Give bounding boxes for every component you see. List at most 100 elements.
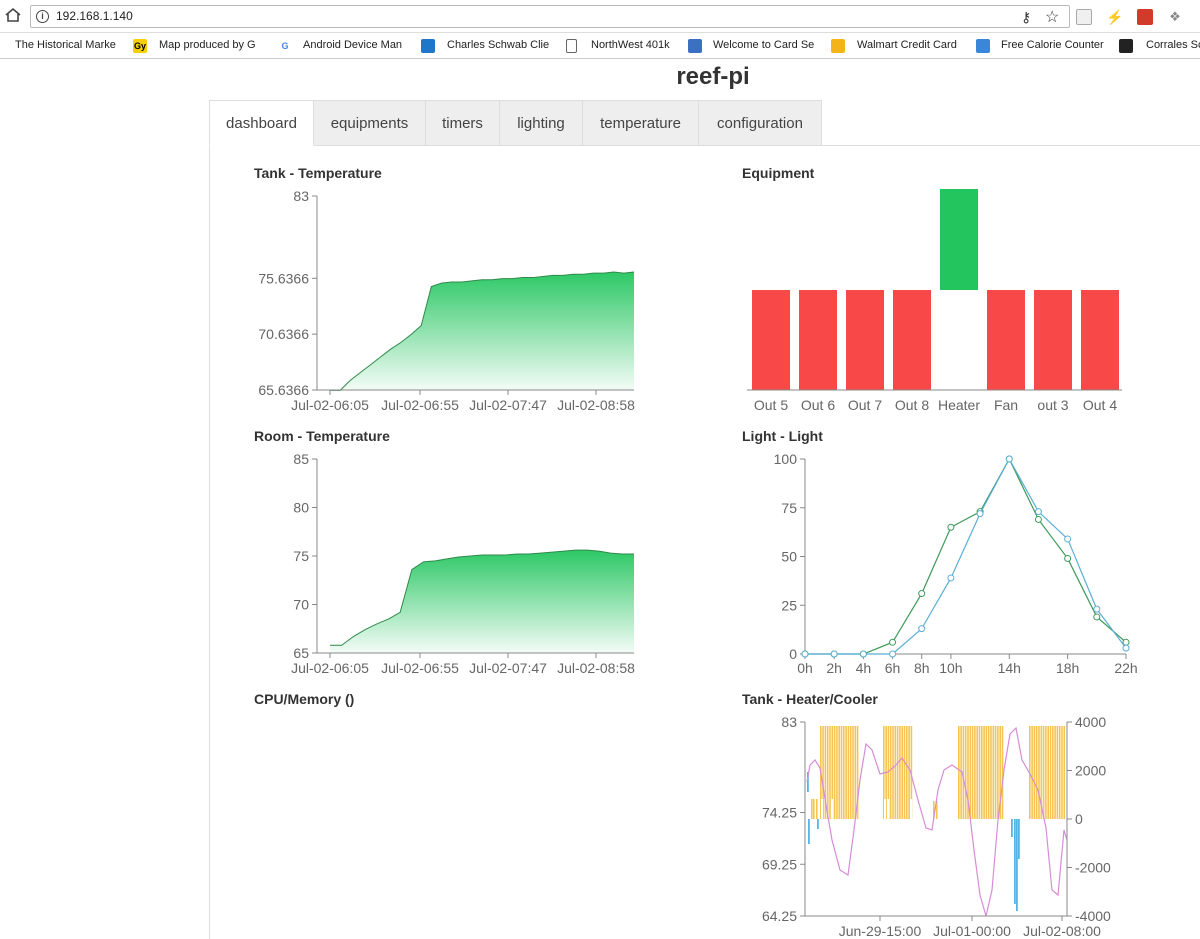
bank-icon[interactable] [688,39,702,53]
heater-bar [1052,726,1054,819]
cooler-bar [817,819,819,829]
equipment-bar [1034,290,1072,390]
gap-bar [887,799,889,819]
light-chart: 100 75 50 25 00h 2h 4h 6h 8h 10h 14h 18h 22h [774,451,1138,676]
page-title: reef-pi [676,63,750,90]
heater-bar [903,726,906,819]
heater-bar [906,726,908,819]
x-tick-label: Heater [938,397,980,413]
heater-bar [990,726,992,819]
heater-bar [910,726,913,819]
heater-bar [852,726,854,819]
y-tick-label: 0 [789,646,797,662]
extension-icon[interactable] [1076,9,1092,25]
heater-bar [960,726,962,819]
light-series-line [805,457,1127,655]
heater-bar [854,726,857,819]
calorie-icon[interactable] [976,39,990,53]
google-icon[interactable]: G [278,39,292,53]
y-tick-label: 83 [781,714,797,730]
heater-bar [1047,726,1049,819]
heater-bar [962,726,965,819]
bookmark-6[interactable]: Walmart Credit Card [857,39,957,51]
y-tick-label: 83 [293,188,309,204]
light-series-point [918,590,926,598]
heater-bar [1056,726,1059,819]
x-tick-label: Jul-02-06:05 [291,660,369,676]
y-tick-label: 100 [774,451,798,467]
bookmark-8[interactable]: Corrales Sc [1146,39,1200,51]
x-tick-label: Jul-02-07:47 [469,397,547,413]
light-series-point [947,523,955,531]
tab-equipments[interactable]: equipments [313,100,426,146]
home-icon[interactable] [4,6,22,24]
info-icon[interactable]: i [36,10,49,23]
tab-temperature[interactable]: temperature [582,100,699,146]
tab-divider [209,145,1200,146]
equipment-title: Equipment [742,165,815,181]
tab-lighting[interactable]: lighting [499,100,583,146]
heater-bar [976,726,978,819]
heater-bar [1001,726,1004,819]
heater-bar [838,726,840,819]
heater-bar [987,726,990,819]
heater-bar [816,799,818,819]
heater-bar [1061,726,1063,819]
equipment-bar [987,290,1025,390]
page-icon[interactable] [566,39,577,53]
x-tick-label: 2h [826,660,842,676]
cooler-bar [1018,819,1020,859]
heater-bar [999,726,1001,819]
x-tick-label: Out 4 [1083,397,1117,413]
bookmark-4[interactable]: NorthWest 401k [591,39,670,51]
equipment-bar [846,290,884,390]
tab-configuration[interactable]: configuration [698,100,822,146]
heater-bar [856,726,859,819]
heater-bar [974,726,976,819]
bookmark-3[interactable]: Charles Schwab Clie [447,39,550,51]
y-tick-label: 75 [293,548,309,564]
heater-bar [1058,726,1061,819]
address-bar[interactable]: i 192.168.1.140 ⚷ ☆ [30,5,1070,28]
x-tick-label: Out 6 [801,397,835,413]
tab-timers[interactable]: timers [425,100,500,146]
cooler-bar [1014,819,1016,904]
cpu-memory-title: CPU/Memory () [254,691,355,707]
equipment-bar [799,290,837,390]
star-icon[interactable]: ☆ [1045,9,1060,26]
area-line [330,549,634,646]
light-series-point [859,650,867,658]
light-series-point [1064,554,1072,562]
bookmark-5[interactable]: Welcome to Card Se [713,39,815,51]
gap-bar [910,799,912,819]
heater-bar [892,726,894,819]
schwab-icon[interactable] [421,39,435,53]
light-series-point [1093,605,1101,613]
y-tick-label: 75 [781,500,797,516]
bookmark-0[interactable]: The Historical Marke [15,39,116,51]
light-title: Light - Light [742,428,823,444]
y-tick-label-right: 2000 [1075,763,1106,779]
bookmark-1[interactable]: Map produced by G [159,39,256,51]
url-text[interactable]: 192.168.1.140 [56,9,133,23]
extension-icon[interactable]: ⚡ [1106,9,1124,25]
walmart-icon[interactable] [831,39,845,53]
bookmarks-bar: The Historical Marke Gy Map produced by G G… [0,34,1200,59]
heater-bar [978,726,981,819]
bookmark-2[interactable]: Android Device Man [303,39,403,51]
heater-bar [829,726,831,819]
key-icon[interactable]: ⚷ [1021,9,1032,25]
bookmark-7[interactable]: Free Calorie Counter [1001,39,1104,51]
dropbox-icon[interactable]: ❖ [1169,9,1181,24]
tab-dashboard[interactable]: dashboard [209,100,314,146]
corrales-icon[interactable] [1119,39,1133,53]
extension-icon[interactable] [1137,9,1153,25]
heater-bar [811,799,813,819]
heater-bar [1063,726,1066,819]
y-tick-label-right: -4000 [1075,908,1111,924]
heater-bar [933,801,935,819]
light-series-point [918,625,926,633]
y-tick-label: 80 [293,500,309,516]
gy-icon[interactable]: Gy [133,39,147,53]
